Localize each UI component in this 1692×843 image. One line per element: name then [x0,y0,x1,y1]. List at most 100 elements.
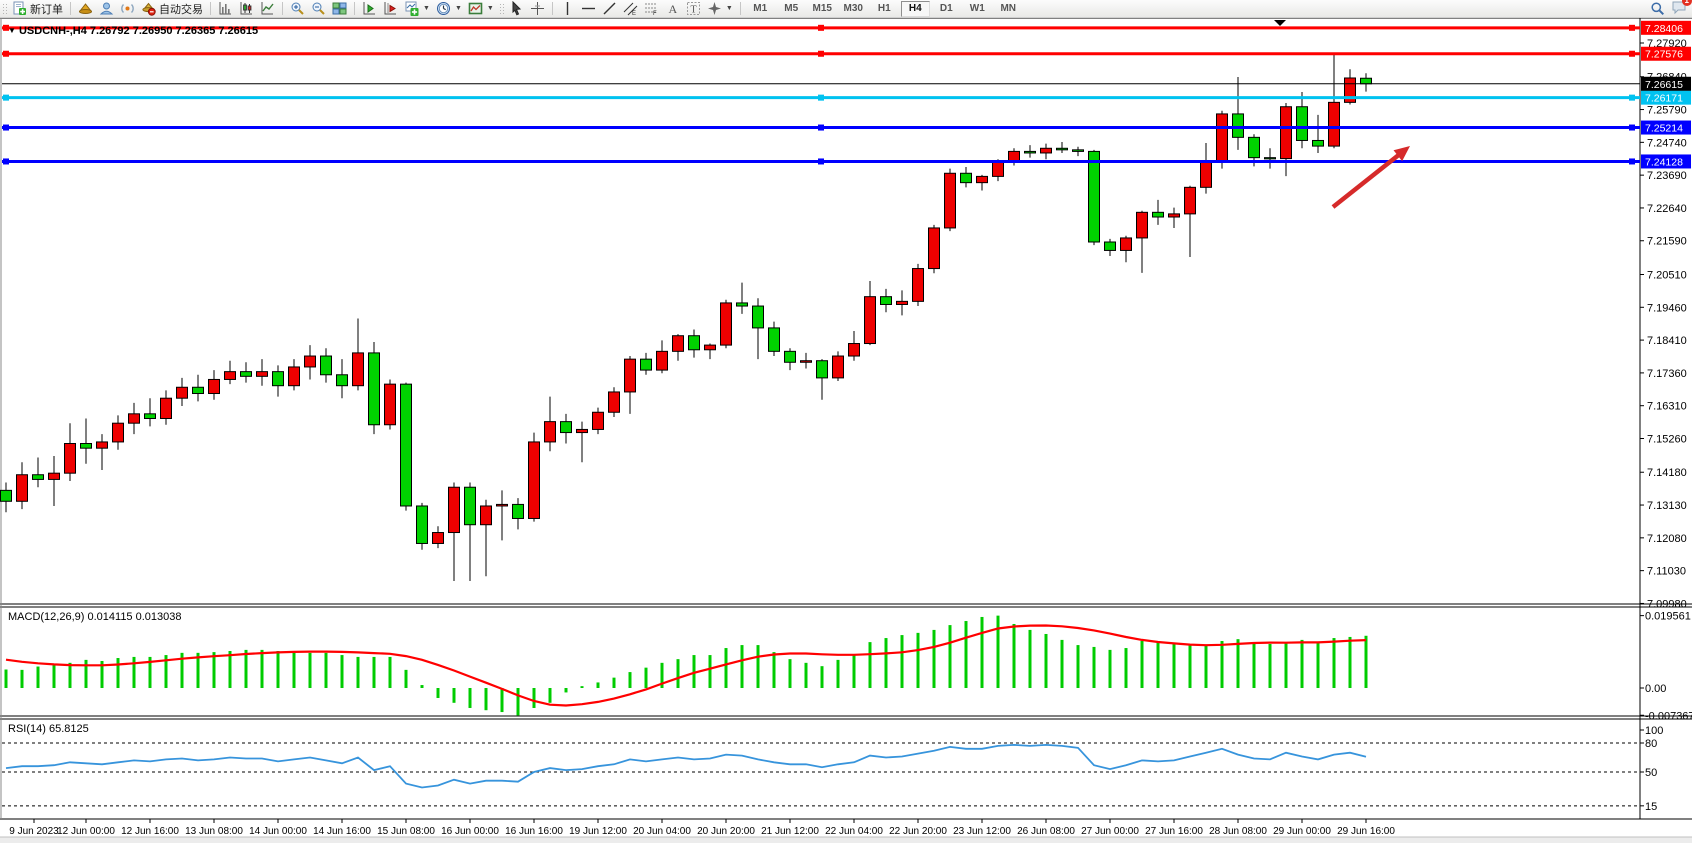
line-handle[interactable] [3,158,9,165]
price-badge-label: 7.26171 [1645,93,1683,105]
price-tick-label: 7.21590 [1647,236,1687,248]
timeframe-button-M5[interactable]: M5 [784,2,799,14]
candle [944,172,956,229]
dropdown-arrow-icon[interactable]: ▼ [454,5,462,12]
line-handle[interactable] [1629,124,1635,131]
timeframe-button-MN[interactable]: MN [1000,2,1017,14]
zoom-out-button[interactable] [308,1,329,17]
macd-axis-label: -0.007367 [1645,710,1692,722]
channel-tool-button[interactable]: E [620,1,641,17]
candle [560,421,572,434]
templates-button[interactable]: ▼ [465,1,497,17]
crosshair-button[interactable] [527,1,548,17]
time-axis-label: 20 Jun 04:00 [633,826,691,837]
dropdown-arrow-icon[interactable]: ▼ [725,5,733,12]
line-handle[interactable] [3,24,9,31]
trendline-tool-button[interactable] [599,1,620,17]
line-chart-icon [260,1,275,16]
macd-histogram-bar [132,656,136,688]
candle [720,302,732,346]
line-handle[interactable] [1629,50,1635,57]
line-handle[interactable] [818,158,824,165]
line-handle[interactable] [818,24,824,31]
tile-windows-button[interactable] [329,1,350,17]
candle-chart-type-button[interactable] [236,1,257,17]
vertical-line-tool-button[interactable] [557,1,578,17]
macd-histogram-bar [1140,641,1144,688]
toolbar-grip[interactable] [498,2,504,15]
time-axis-label: 26 Jun 08:00 [1017,826,1075,837]
line-handle[interactable] [818,50,824,57]
horizontal-line-tool-button[interactable] [578,1,599,17]
line-handle[interactable] [1629,94,1635,101]
hat-button[interactable] [75,1,96,17]
timeframe-button-H1[interactable]: H1 [877,2,891,14]
candle [1280,106,1292,160]
candle [1104,241,1116,251]
line-handle[interactable] [3,124,9,131]
candle [704,344,716,351]
macd-histogram-bar [372,656,376,688]
candle [608,391,620,413]
line-handle[interactable] [818,94,824,101]
macd-histogram-bar [676,659,680,688]
candle [448,486,460,534]
trend-arrow-head[interactable] [1393,146,1410,162]
candle [288,366,300,387]
auto-scroll-button[interactable] [359,1,380,17]
new-chart-button[interactable]: ▼ [401,1,433,17]
one-click-collapse-icon[interactable]: ▼ [8,26,16,35]
notifications-button[interactable]: 1 [1671,0,1692,18]
line-handle[interactable] [1629,158,1635,165]
price-tick-label: 7.24740 [1647,137,1687,149]
macd-histogram-bar [1012,623,1016,688]
line-handle[interactable] [1629,24,1635,31]
toolbar-separator [282,2,283,15]
search-icon[interactable] [1650,1,1665,16]
line-handle[interactable] [818,124,824,131]
bar-chart-type-button[interactable] [215,1,236,17]
trend-arrow[interactable] [1331,150,1404,209]
timeframe-button-H4[interactable]: H4 [900,0,930,17]
broadcast-button[interactable] [117,1,138,17]
toolbar-grip[interactable] [2,2,7,15]
time-axis-label: 28 Jun 08:00 [1209,826,1267,837]
macd-label: MACD(12,26,9) 0.014115 0.013038 [8,611,182,623]
candle [688,335,700,351]
candle [1184,186,1196,215]
time-axis-label: 14 Jun 16:00 [313,826,371,837]
timeframe-button-M15[interactable]: M15 [812,2,832,14]
candle [1264,157,1276,160]
text-tool-button[interactable]: A [662,1,683,17]
candle [800,360,812,363]
autotrading-button[interactable]: 自动交易 [138,1,206,17]
line-handle[interactable] [3,94,9,101]
shift-marker-icon[interactable] [1274,20,1286,26]
line-chart-type-button[interactable] [257,1,278,17]
timeframe-button-W1[interactable]: W1 [969,2,985,14]
arrows-tool-button[interactable]: ▼ [704,1,736,17]
community-button[interactable] [96,1,117,17]
candle [32,474,44,480]
periods-button[interactable]: ▼ [433,1,465,17]
ohlc-low: 7.26365 [175,25,216,37]
dropdown-arrow-icon[interactable]: ▼ [423,5,430,12]
text-label-icon: T [686,1,701,16]
macd-signal-value: 0.013038 [135,611,182,623]
new-order-button[interactable]: 新订单 [9,1,66,17]
dropdown-arrow-icon[interactable]: ▼ [486,5,494,12]
cursor-button[interactable] [506,1,527,17]
timeframe-button-M30[interactable]: M30 [843,2,863,14]
macd-histogram-bar [1060,639,1064,688]
chart-shift-icon [383,1,398,16]
timeframe-button-M1[interactable]: M1 [753,2,768,14]
timeframe-button-D1[interactable]: D1 [939,2,953,14]
zoom-in-button[interactable] [287,1,308,17]
fibonacci-tool-button[interactable]: F [641,1,662,17]
chart-shift-button[interactable] [380,1,401,17]
price-tick-label: 7.25790 [1647,105,1687,117]
chart-window[interactable]: 7.279207.268407.257907.247407.236907.226… [0,17,1692,843]
macd-histogram-bar [260,649,264,688]
line-handle[interactable] [3,50,9,57]
text-label-tool-button[interactable]: T [683,1,704,17]
